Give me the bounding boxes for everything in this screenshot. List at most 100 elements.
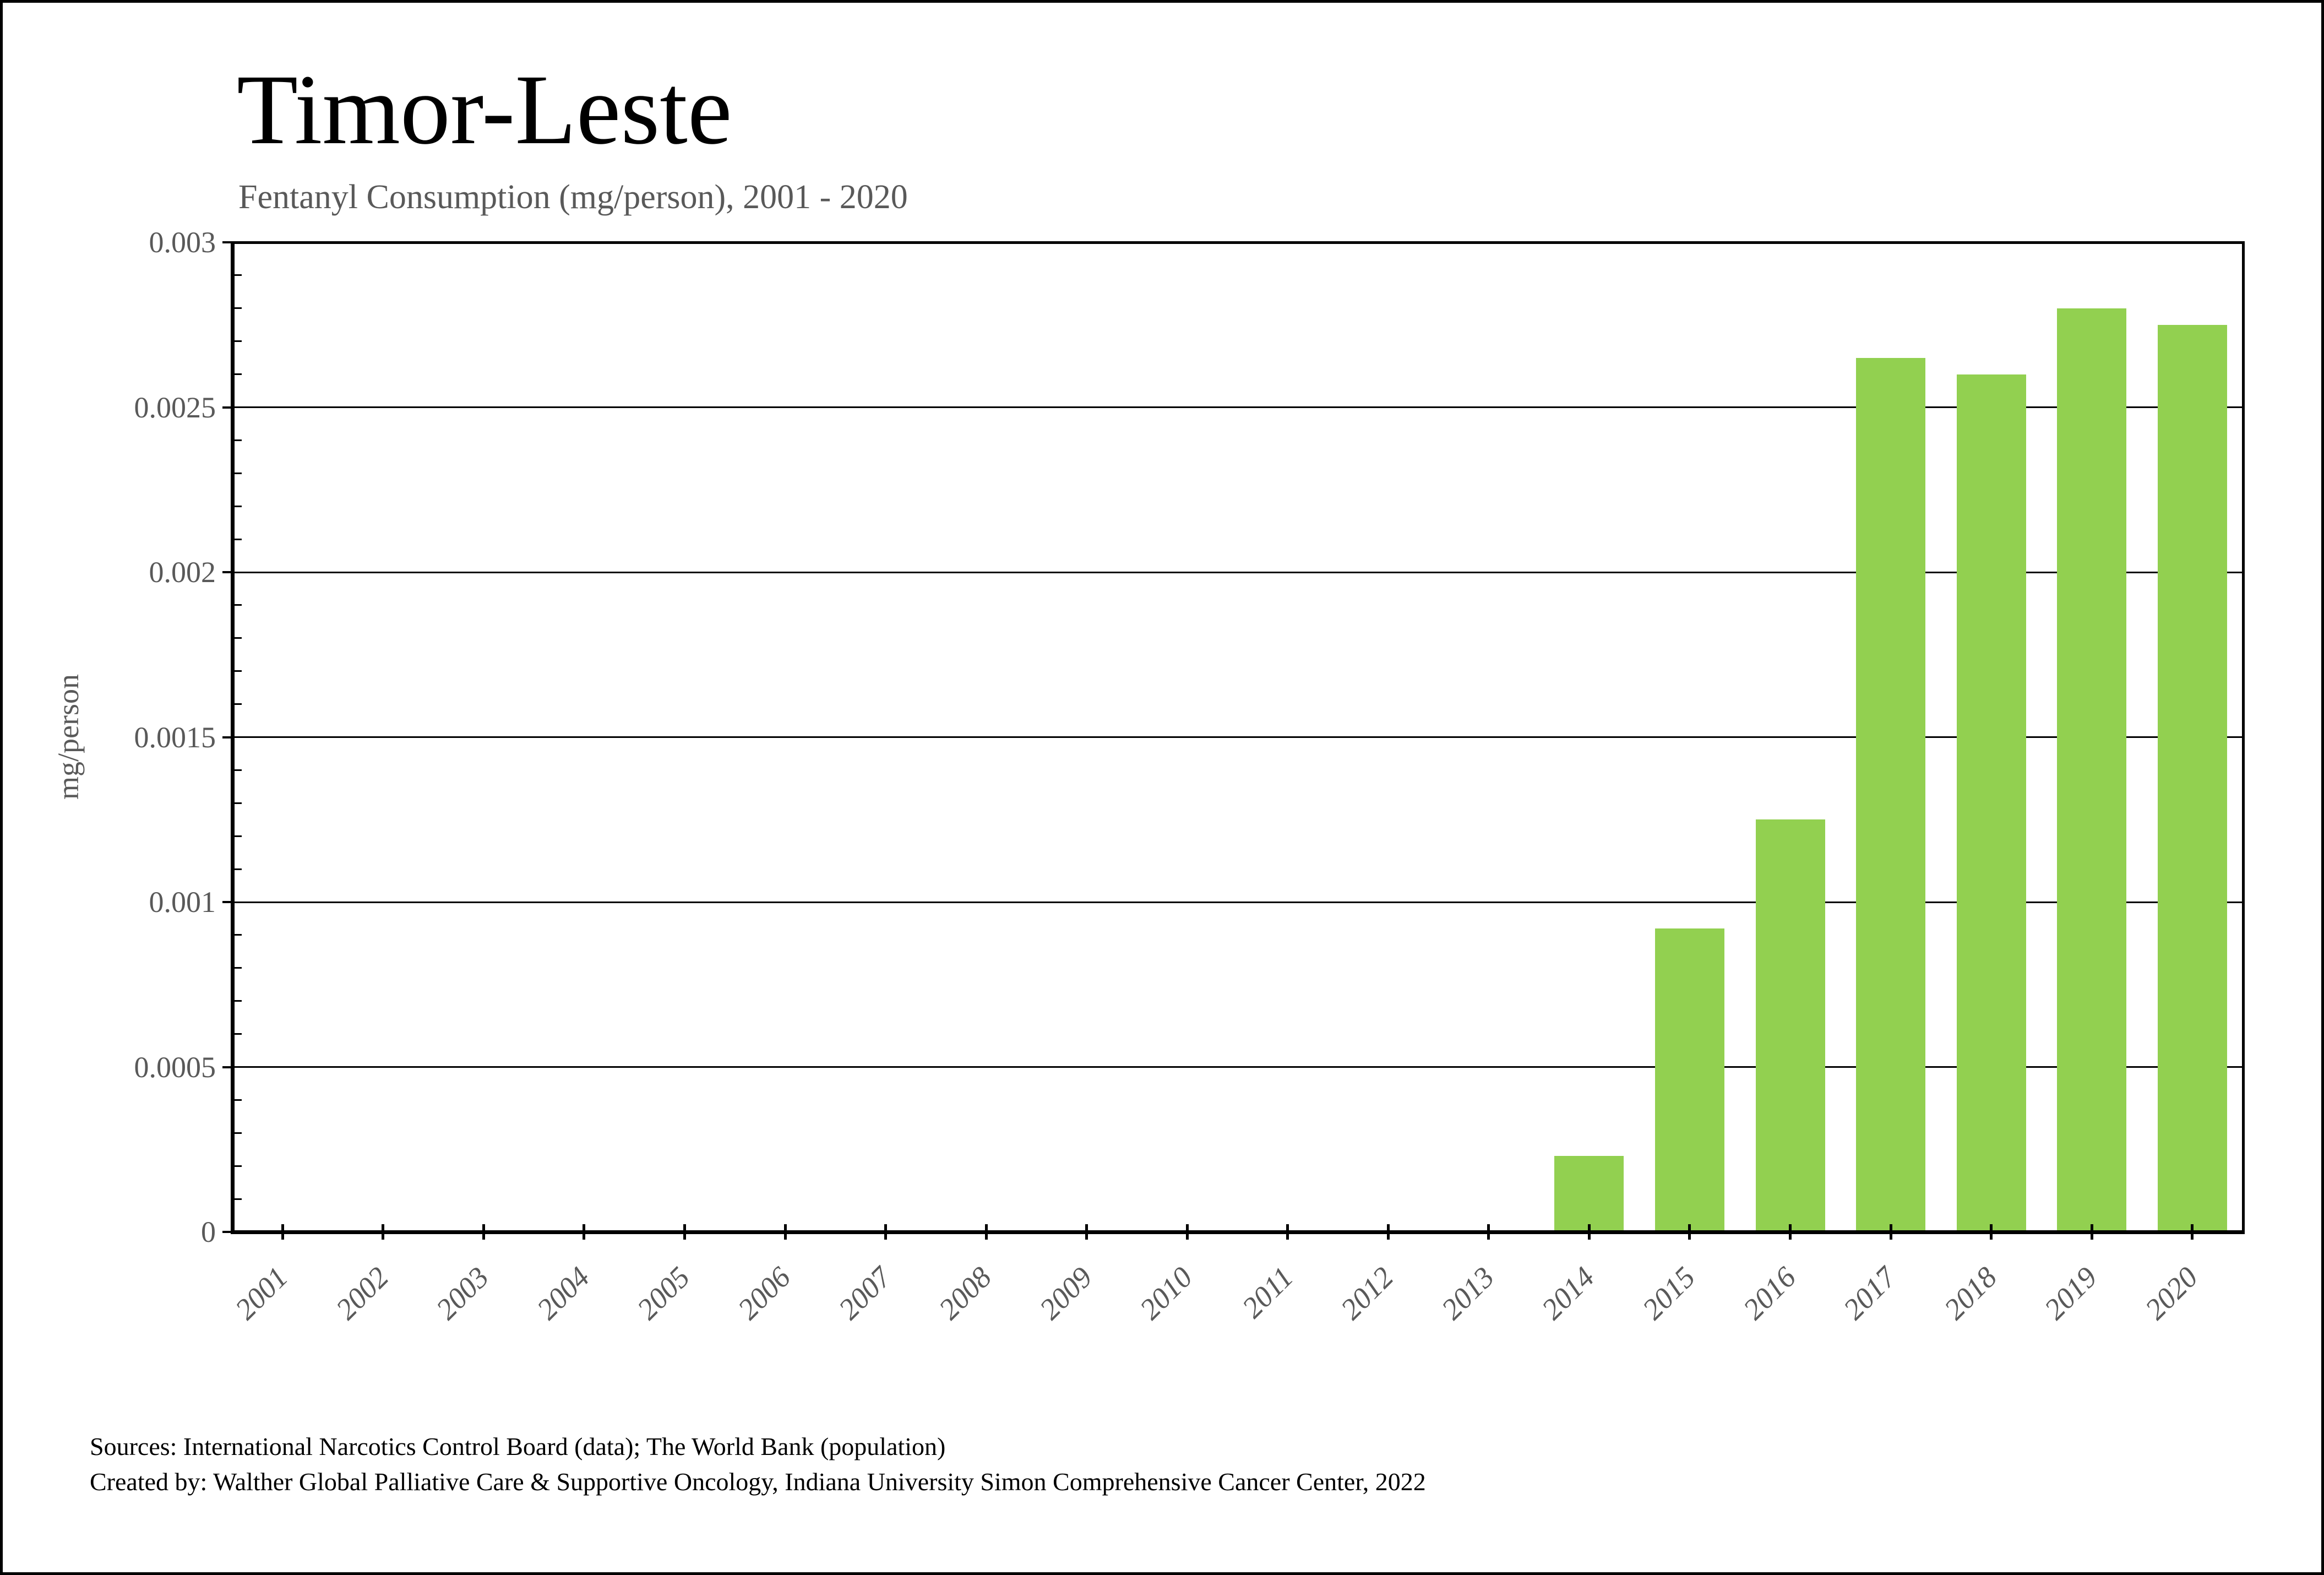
y-tick-label: 0.002 bbox=[149, 556, 216, 589]
y-axis-line bbox=[231, 241, 235, 1234]
x-tick-label: 2017 bbox=[1837, 1260, 1903, 1326]
y-minor-tick bbox=[234, 439, 242, 441]
x-tick bbox=[482, 1224, 485, 1240]
x-tick-label: 2005 bbox=[630, 1260, 696, 1326]
plot-border-top bbox=[232, 241, 2245, 244]
bar-2015 bbox=[1654, 928, 1724, 1232]
y-minor-tick bbox=[234, 967, 242, 969]
bar-2019 bbox=[2057, 308, 2127, 1232]
x-tick-label: 2018 bbox=[1937, 1260, 2003, 1326]
x-tick bbox=[884, 1224, 888, 1240]
y-tick-label: 0.0015 bbox=[134, 720, 216, 754]
y-minor-tick bbox=[234, 934, 242, 936]
x-tick bbox=[382, 1224, 385, 1240]
x-tick-label: 2003 bbox=[429, 1260, 496, 1326]
x-tick bbox=[2191, 1224, 2194, 1240]
y-tick-label: 0.003 bbox=[149, 226, 216, 259]
y-minor-tick bbox=[234, 835, 242, 837]
created-by-line: Created by: Walther Global Palliative Ca… bbox=[90, 1468, 1426, 1496]
x-tick-label: 2009 bbox=[1033, 1260, 1098, 1326]
y-minor-tick bbox=[234, 505, 242, 507]
y-minor-tick bbox=[234, 670, 242, 672]
y-minor-tick bbox=[234, 1000, 242, 1002]
y-tick-label: 0.001 bbox=[149, 886, 216, 919]
x-tick-label: 2014 bbox=[1535, 1260, 1601, 1326]
x-tick-label: 2002 bbox=[329, 1260, 395, 1326]
y-minor-tick bbox=[234, 307, 242, 309]
x-tick-label: 2001 bbox=[228, 1260, 295, 1326]
y-tick-label: 0 bbox=[201, 1215, 216, 1248]
chart-title: Timor-Leste bbox=[237, 55, 732, 165]
y-major-tick bbox=[222, 1231, 232, 1233]
y-minor-tick bbox=[234, 769, 242, 771]
x-tick bbox=[281, 1224, 284, 1240]
y-gridline bbox=[232, 901, 2243, 903]
y-minor-tick bbox=[234, 1198, 242, 1200]
x-tick bbox=[1688, 1224, 1691, 1240]
x-tick-label: 2008 bbox=[932, 1260, 998, 1326]
y-minor-tick bbox=[234, 868, 242, 870]
y-minor-tick bbox=[234, 340, 242, 343]
y-minor-tick bbox=[234, 1033, 242, 1035]
x-tick bbox=[1889, 1224, 1892, 1240]
x-tick bbox=[1587, 1224, 1591, 1240]
y-minor-tick bbox=[234, 472, 242, 474]
x-tick bbox=[984, 1224, 988, 1240]
x-tick-label: 2015 bbox=[1636, 1260, 1702, 1326]
x-tick bbox=[2090, 1224, 2093, 1240]
x-axis-line bbox=[231, 1230, 2245, 1234]
y-minor-tick bbox=[234, 373, 242, 376]
x-tick bbox=[783, 1224, 787, 1240]
x-tick-label: 2011 bbox=[1236, 1260, 1299, 1324]
x-tick-label: 2019 bbox=[2038, 1260, 2104, 1326]
x-tick bbox=[583, 1224, 586, 1240]
plot-border-right bbox=[2242, 241, 2245, 1233]
sources-line: Sources: International Narcotics Control… bbox=[90, 1432, 946, 1460]
y-major-tick bbox=[222, 406, 232, 409]
x-tick-label: 2004 bbox=[530, 1260, 596, 1326]
y-minor-tick bbox=[234, 604, 242, 606]
x-tick-label: 2020 bbox=[2138, 1260, 2204, 1326]
x-tick-label: 2007 bbox=[831, 1260, 897, 1326]
y-minor-tick bbox=[234, 1132, 242, 1134]
chart-subtitle: Fentanyl Consumption (mg/person), 2001 -… bbox=[238, 178, 908, 216]
x-tick-label: 2010 bbox=[1133, 1260, 1199, 1326]
y-tick-label: 0.0005 bbox=[134, 1050, 216, 1084]
bar-2016 bbox=[1755, 819, 1825, 1232]
y-minor-tick bbox=[234, 274, 242, 276]
bar-2018 bbox=[1956, 374, 2026, 1232]
x-tick-label: 2013 bbox=[1435, 1260, 1501, 1326]
y-minor-tick bbox=[234, 1165, 242, 1167]
y-gridline bbox=[232, 571, 2243, 573]
x-tick bbox=[1789, 1224, 1792, 1240]
y-major-tick bbox=[222, 1066, 232, 1068]
x-tick bbox=[1286, 1224, 1289, 1240]
footer-notes: Sources: International Narcotics Control… bbox=[90, 1429, 1426, 1500]
x-tick bbox=[1990, 1224, 1993, 1240]
plot-area: 0 0.0005 0.001 0.0015 0.002 0.0025 0.003 2001 20… bbox=[3, 3, 2321, 1572]
y-gridline bbox=[232, 736, 2243, 738]
y-minor-tick bbox=[234, 703, 242, 705]
y-major-tick bbox=[222, 241, 232, 243]
y-gridline bbox=[232, 406, 2243, 408]
y-gridline bbox=[232, 1066, 2243, 1068]
y-minor-tick bbox=[234, 637, 242, 639]
y-minor-tick bbox=[234, 1099, 242, 1101]
x-tick-label: 2016 bbox=[1736, 1260, 1802, 1326]
y-minor-tick bbox=[234, 538, 242, 540]
y-minor-tick bbox=[234, 802, 242, 804]
x-tick bbox=[1386, 1224, 1390, 1240]
y-tick-label: 0.0025 bbox=[134, 390, 216, 424]
x-tick bbox=[1185, 1224, 1189, 1240]
y-major-tick bbox=[222, 736, 232, 738]
x-tick bbox=[1085, 1224, 1088, 1240]
x-tick bbox=[683, 1224, 686, 1240]
y-major-tick bbox=[222, 571, 232, 573]
bar-2020 bbox=[2157, 324, 2227, 1232]
y-major-tick bbox=[222, 901, 232, 903]
bar-2014 bbox=[1554, 1156, 1624, 1232]
x-tick bbox=[1487, 1224, 1490, 1240]
x-tick-label: 2006 bbox=[731, 1260, 797, 1326]
bar-2017 bbox=[1856, 357, 1926, 1232]
